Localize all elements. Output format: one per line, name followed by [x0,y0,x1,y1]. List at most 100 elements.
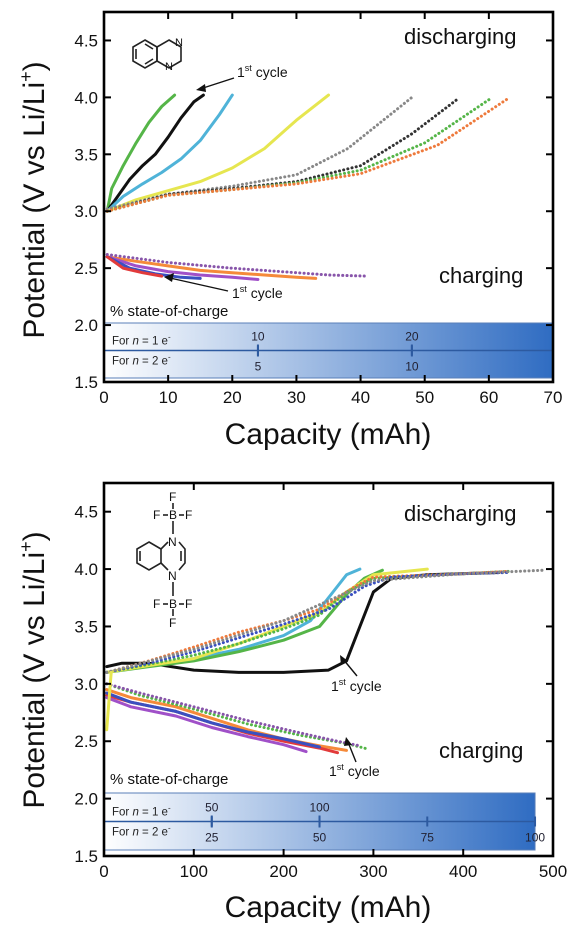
first-cycle-annotation-bottom-1: 1st cycle [331,655,382,694]
y-axis-title-top: Potential (V vs Li/Li+) [16,61,51,338]
x-tick-label-top-4: 30 [287,388,306,407]
atom-f-5: F [185,597,192,611]
soc-bar-top: For n = 1 e- For n = 2 e- 10 20 5 10 [103,322,554,379]
molecule-quinoxaline-bf3: F F B F N N F B F F [136,490,192,630]
series-line-top-2 [105,93,205,213]
atom-b-2: B [169,597,177,611]
y-axis-title-bottom: Potential (V vs Li/Li+) [16,531,51,808]
chart-bottom-panel: For n = 1 e- For n = 2 e- 50 100 25 50 75 100 0… [16,481,567,924]
y-tick-label-top-6: 4.0 [74,88,98,107]
x-tick-label-top-1: 0 [99,388,108,407]
series-layer-bottom [105,567,546,755]
y-tick-label-bottom-3: 2.5 [74,732,98,751]
svg-text:1st cycle: 1st cycle [331,677,382,694]
soc-bottom-label-bottom-3: 75 [421,831,435,845]
series-line-top-1 [105,93,177,213]
x-tick-label-bottom-6: 500 [539,862,567,881]
series-line-bottom-13 [105,682,371,751]
soc-top-label-bottom-1: 50 [205,801,219,815]
discharging-label-bottom: discharging [404,501,517,526]
x-tick-label-bottom-4: 300 [359,862,387,881]
x-tick-label-top-5: 40 [351,388,370,407]
soc-bar-bottom: For n = 1 e- For n = 2 e- 50 100 25 50 75 100 [103,792,545,851]
x-axis-title-top: Capacity (mAh) [225,418,432,451]
soc-bottom-label-bottom-4: 100 [525,831,545,845]
atom-f-3: F [185,508,192,522]
y-tick-label-bottom-4: 3.0 [74,675,98,694]
soc-top-label-bottom-2: 100 [310,801,330,815]
y-tick-label-top-2: 2.0 [74,316,98,335]
series-line-bottom-4 [105,567,429,674]
plot-frame-bottom [102,481,555,858]
soc-top-label-top-2: 20 [405,330,419,344]
soc-row-label-bottom-2: For n = 2 e- [112,824,171,839]
soc-row-label-top-1: For n = 1 e- [112,333,171,348]
y-tick-label-bottom-7: 4.5 [74,503,98,522]
soc-bottom-label-bottom-2: 50 [313,831,327,845]
series-line-top-3 [105,93,234,213]
x-tick-label-top-6: 50 [415,388,434,407]
svg-text:1st cycle: 1st cycle [232,284,283,301]
plot-frame-top [102,10,555,384]
series-line-top-7 [105,98,491,213]
svg-text:1st cycle: 1st cycle [329,762,380,779]
atom-n-top: N [168,535,177,549]
series-line-bottom-8 [105,568,546,674]
atom-n-bottom: N [168,569,177,583]
discharging-label-top: discharging [404,24,517,49]
x-tick-label-top-8: 70 [544,388,563,407]
first-cycle-annotation-bottom-2: 1st cycle [329,737,380,779]
series-line-bottom-11 [105,696,308,754]
y-tick-label-bottom-1: 1.5 [74,847,98,866]
x-tick-label-top-7: 60 [479,388,498,407]
series-line-bottom-7 [105,571,510,674]
series-layer-top [105,93,510,281]
molecule-quinoxaline: N N [132,37,183,73]
axis-ticks-top: 0 10 20 30 40 50 60 70 1.5 2.0 2.5 3.0 3.5 4.0 4.5 [74,12,562,407]
soc-title-top: % state-of-charge [110,303,228,320]
series-line-bottom-6 [105,569,510,674]
y-tick-label-bottom-6: 4.0 [74,560,98,579]
series-line-bottom-14 [105,682,362,748]
series-line-bottom-15 [105,670,113,732]
charging-label-bottom: charging [439,738,523,763]
charging-label-top: charging [439,263,523,288]
x-tick-label-top-3: 20 [223,388,242,407]
chart-top-panel: For n = 1 e- For n = 2 e- 10 20 5 10 0 10 20 30 4… [16,10,562,451]
first-cycle-annotation-top-1: 1st cycle [196,63,288,92]
soc-row-label-bottom-1: For n = 1 e- [112,804,171,819]
axis-ticks-bottom: 0 100 200 300 400 500 1.5 2.0 2.5 3.0 3.5 4.0 4.5 [74,483,567,881]
y-tick-label-top-5: 3.5 [74,145,98,164]
series-line-top-10 [105,255,260,281]
atom-f-2: F [153,508,160,522]
soc-top-label-top-1: 10 [251,330,265,344]
series-line-top-6 [105,98,459,213]
x-tick-label-bottom-5: 400 [449,862,477,881]
x-tick-label-top-2: 10 [159,388,178,407]
soc-bottom-label-bottom-1: 25 [205,831,219,845]
series-line-top-5 [105,95,414,211]
y-tick-label-top-4: 3.0 [74,202,98,221]
series-line-top-4 [105,93,330,213]
soc-bottom-label-top-2: 10 [405,360,419,374]
soc-bottom-label-top-1: 5 [255,360,262,374]
series-line-bottom-12 [105,691,321,749]
x-tick-label-bottom-3: 200 [269,862,297,881]
x-tick-label-bottom-1: 0 [99,862,108,881]
y-tick-label-bottom-5: 3.5 [74,617,98,636]
x-tick-label-bottom-2: 100 [180,862,208,881]
series-line-top-8 [105,97,510,213]
y-tick-label-top-7: 4.5 [74,31,98,50]
atom-n-1: N [175,37,183,49]
series-line-top-9 [105,255,318,280]
soc-title-bottom: % state-of-charge [110,771,228,788]
svg-text:1st cycle: 1st cycle [237,63,288,80]
atom-f-1: F [169,490,176,504]
series-line-top-13 [105,253,369,278]
atom-n-2: N [165,61,173,73]
first-cycle-annotation-top-2: 1st cycle [164,273,283,301]
atom-f-6: F [169,616,176,630]
series-line-bottom-2 [105,567,362,674]
atom-b-1: B [169,508,177,522]
